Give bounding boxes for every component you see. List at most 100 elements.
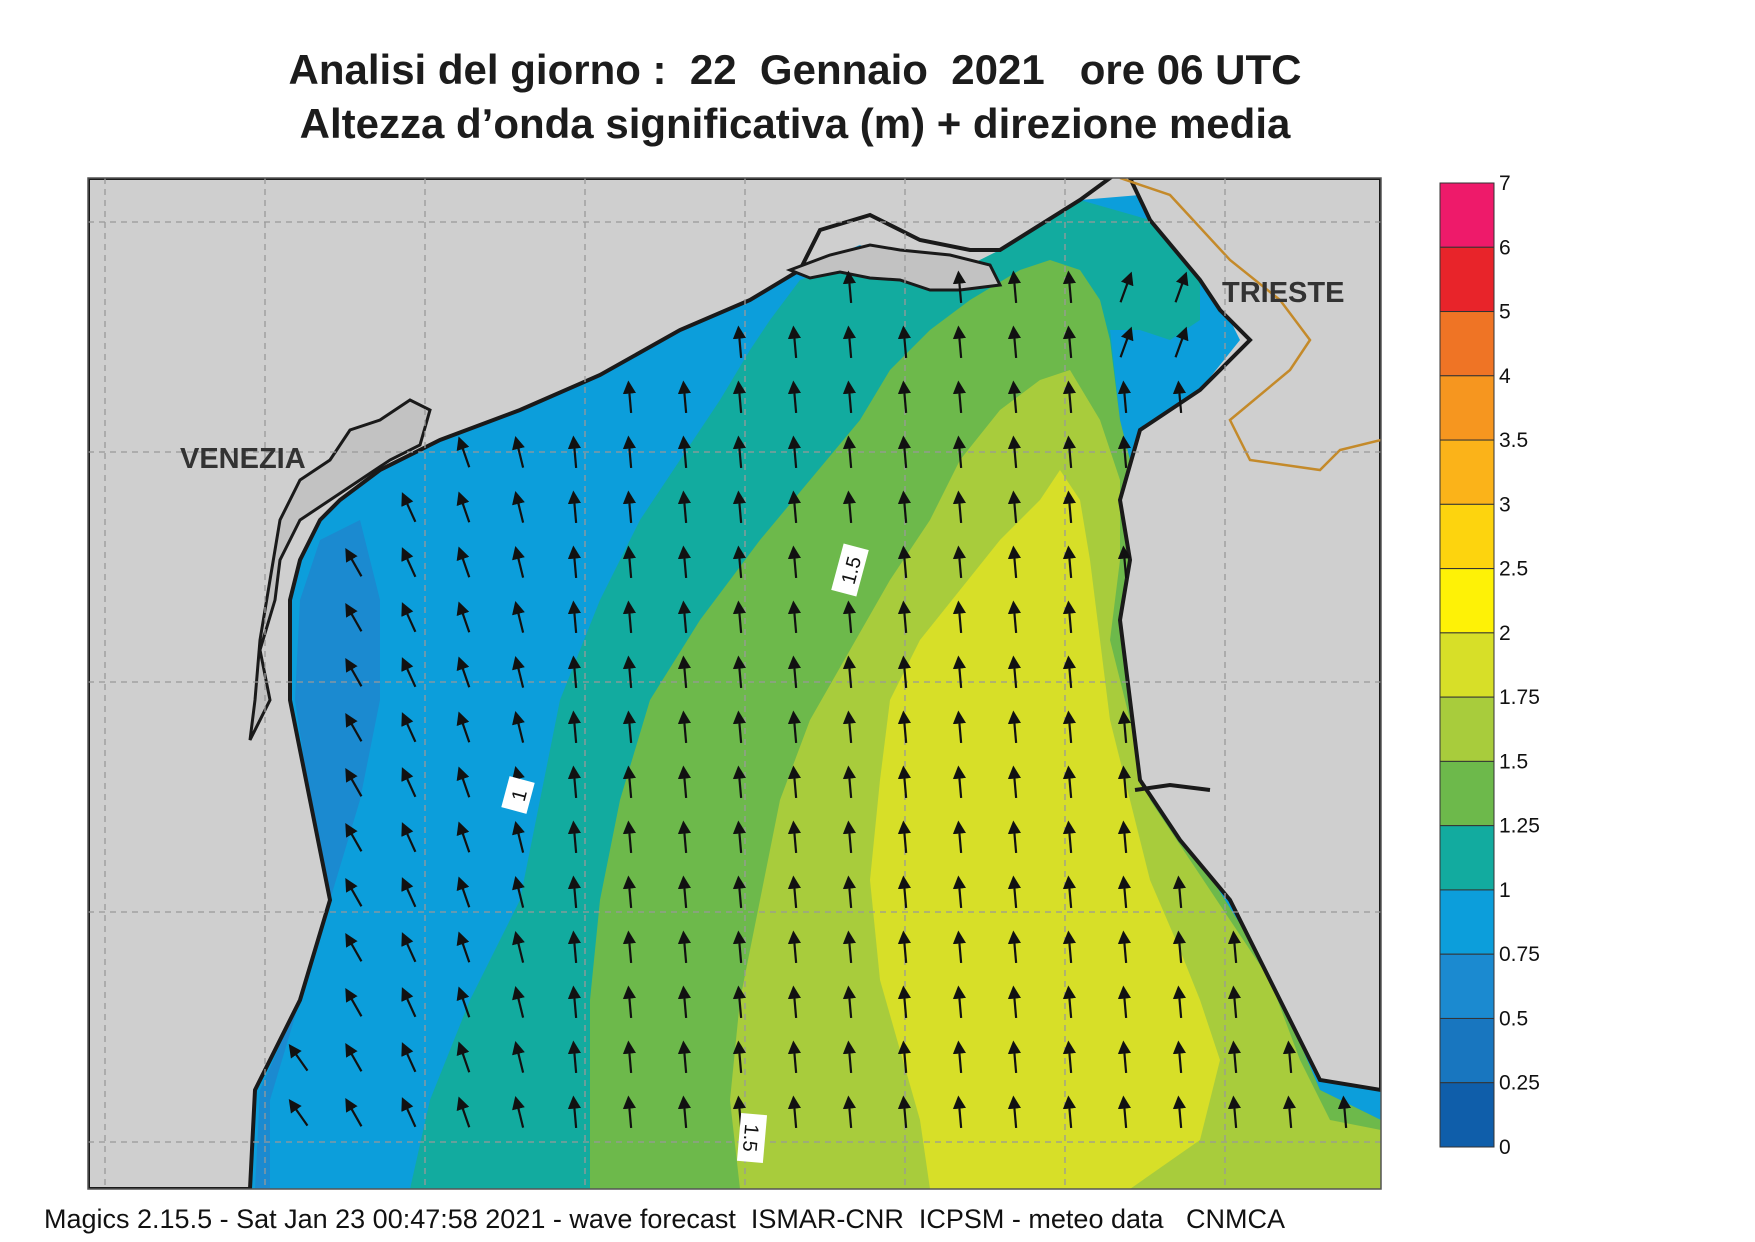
legend-swatch xyxy=(1439,953,1495,1019)
direction-arrow xyxy=(1282,1040,1297,1074)
direction-arrow xyxy=(567,985,582,1019)
direction-arrow xyxy=(401,492,417,523)
legend-tick-label: 2.5 xyxy=(1499,558,1528,581)
direction-arrow xyxy=(732,655,747,689)
direction-arrow xyxy=(345,932,363,962)
wave-direction-arrows xyxy=(288,270,1352,1129)
direction-arrow xyxy=(456,656,471,688)
direction-arrow xyxy=(1227,1040,1242,1074)
direction-arrow xyxy=(842,435,857,469)
direction-arrow xyxy=(677,490,692,524)
legend-swatch xyxy=(1439,696,1495,762)
direction-arrow xyxy=(622,435,637,469)
sea-band-0.5 xyxy=(255,520,380,1189)
direction-arrow xyxy=(732,1040,747,1074)
direction-arrow xyxy=(567,820,582,854)
direction-arrow xyxy=(842,875,857,909)
direction-arrow xyxy=(345,1042,363,1072)
direction-arrow xyxy=(401,932,417,963)
direction-arrow xyxy=(842,710,857,744)
direction-arrow xyxy=(1117,930,1132,964)
direction-arrow xyxy=(512,545,525,578)
direction-arrow xyxy=(288,1043,309,1072)
legend-tick-label: 4 xyxy=(1499,365,1511,388)
legend-swatch xyxy=(1439,632,1495,698)
direction-arrow xyxy=(622,875,637,909)
direction-arrow xyxy=(842,380,857,414)
direction-arrow xyxy=(401,877,417,908)
legend-swatch xyxy=(1439,1082,1495,1148)
direction-arrow xyxy=(1007,325,1022,359)
legend-swatch xyxy=(1439,568,1495,634)
direction-arrow xyxy=(622,490,637,524)
direction-arrow xyxy=(1227,985,1242,1019)
direction-arrow xyxy=(897,820,912,854)
direction-arrow xyxy=(842,325,857,359)
direction-arrow xyxy=(512,1095,525,1128)
direction-arrow xyxy=(345,767,363,797)
direction-arrow xyxy=(897,655,912,689)
direction-arrow xyxy=(842,270,857,304)
direction-arrow xyxy=(1174,271,1189,303)
direction-arrow xyxy=(1062,490,1077,524)
legend-tick-label: 1.5 xyxy=(1499,750,1528,773)
direction-arrow xyxy=(1062,930,1077,964)
direction-arrow xyxy=(897,545,912,579)
legend-tick-label: 1.25 xyxy=(1499,815,1540,838)
direction-arrow xyxy=(1062,985,1077,1019)
direction-arrow xyxy=(952,600,967,634)
direction-arrow xyxy=(1062,600,1077,634)
direction-arrow xyxy=(952,765,967,799)
direction-arrow xyxy=(677,380,692,414)
direction-arrow xyxy=(1117,875,1132,909)
direction-arrow xyxy=(732,600,747,634)
direction-arrow xyxy=(1227,1095,1242,1129)
direction-arrow xyxy=(512,820,525,853)
direction-arrow xyxy=(567,875,582,909)
direction-arrow xyxy=(1007,655,1022,689)
direction-arrow xyxy=(345,877,363,907)
direction-arrow xyxy=(952,1040,967,1074)
direction-arrow xyxy=(401,657,417,688)
direction-arrow xyxy=(567,545,582,579)
direction-arrow xyxy=(512,655,525,688)
direction-arrow xyxy=(567,655,582,689)
direction-arrow xyxy=(732,545,747,579)
contour-label-1-text: 1 xyxy=(508,787,532,803)
legend-tick-label: 0.25 xyxy=(1499,1072,1540,1095)
direction-arrow xyxy=(897,985,912,1019)
direction-arrow xyxy=(456,931,471,963)
direction-arrow xyxy=(952,710,967,744)
direction-arrow xyxy=(456,1096,471,1128)
direction-arrow xyxy=(952,985,967,1019)
color-legend: 7 6 5 4 3.5 3 2.5 2 1.75 1.5 1.25 1 0.75 0.5 0.25 0 xyxy=(1439,172,1540,1159)
direction-arrow xyxy=(1062,325,1077,359)
direction-arrow xyxy=(567,710,582,744)
direction-arrow xyxy=(456,821,471,853)
direction-arrow xyxy=(345,712,363,742)
direction-arrow xyxy=(677,1095,692,1129)
direction-arrow xyxy=(1172,875,1187,909)
direction-arrow xyxy=(1117,435,1132,469)
direction-arrow xyxy=(787,545,802,579)
direction-arrow xyxy=(787,380,802,414)
legend-swatch xyxy=(1439,375,1495,441)
direction-arrow xyxy=(1062,820,1077,854)
direction-arrow xyxy=(567,930,582,964)
chart-title: Analisi del giorno : 22 Gennaio 2021 ore… xyxy=(288,46,1302,93)
direction-arrow xyxy=(787,985,802,1019)
direction-arrow xyxy=(622,600,637,634)
direction-arrow xyxy=(456,1041,471,1073)
direction-arrow xyxy=(897,1095,912,1129)
legend-tick-label: 1 xyxy=(1499,879,1511,902)
direction-arrow xyxy=(1282,1095,1297,1129)
direction-arrow xyxy=(952,1095,967,1129)
legend-swatch xyxy=(1439,182,1495,248)
direction-arrow xyxy=(677,820,692,854)
direction-arrow xyxy=(567,1040,582,1074)
direction-arrow xyxy=(1119,326,1134,358)
direction-arrow xyxy=(677,600,692,634)
direction-arrow xyxy=(1007,270,1022,304)
chart-subtitle: Altezza d’onda significativa (m) + direz… xyxy=(299,100,1291,147)
